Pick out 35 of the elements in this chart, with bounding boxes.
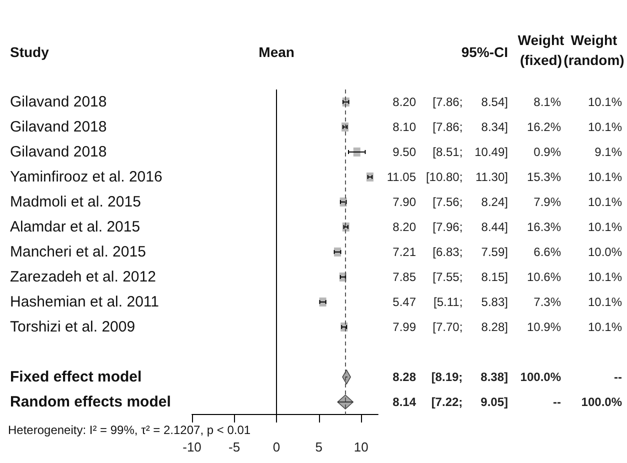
text: 7.85 [7.55; 8.15] 10.6% 10.1% — [392, 270, 622, 284]
y-tick-label: Mancheri et al. 2015 — [10, 244, 146, 260]
text: 11.05 [10.80; 11.30] 15.3% 10.1% — [386, 170, 622, 184]
y-tick-label: Gilavand 2018 — [10, 94, 107, 110]
text: Mean — [258, 44, 294, 60]
x-tick-label: -10 — [182, 440, 202, 454]
x-tick-label: 10 — [354, 440, 368, 454]
y-tick-label: Madmoli et al. 2015 — [10, 194, 141, 210]
y-tick-label: Yaminfirooz et al. 2016 — [10, 168, 162, 186]
text: 7.21 [6.83; 7.59] 6.6% 10.0% — [392, 245, 622, 259]
text: 8.20 [7.86; 8.54] 8.1% 10.1% — [392, 95, 622, 109]
text: 95%-CI — [461, 44, 508, 60]
text: 5.47 [5.11; 5.83] 7.3% 10.1% — [392, 295, 622, 309]
y-tick-label: Hashemian et al. 2011 — [10, 294, 159, 310]
y-tick-label: Gilavand 2018 — [10, 118, 107, 136]
y-tick-label: Fixed effect model — [10, 368, 142, 386]
text: 8.28 [8.19; 8.38] 100.0% -- — [392, 370, 622, 384]
x-tick-label: 0 — [272, 440, 280, 454]
text: 9.50 [8.51; 10.49] 0.9% 9.1% — [392, 145, 622, 159]
text: Weight (fixed) — [518, 32, 565, 68]
text: Weight (random) — [564, 32, 624, 68]
text: Heterogeneity: I² = 99%, τ² = 2.1207, p < 0.01 — [8, 423, 251, 437]
y-tick-label: Zarezadeh et al. 2012 — [10, 268, 156, 286]
x-tick-label: -5 — [228, 440, 240, 454]
y-tick-label: Torshizi et al. 2009 — [10, 318, 136, 336]
text: 7.99 [7.70; 8.28] 10.9% 10.1% — [392, 320, 622, 334]
y-tick-label: Alamdar et al. 2015 — [10, 218, 140, 236]
text: Study — [10, 44, 50, 60]
text: 8.14 [7.22; 9.05] -- 100.0% — [392, 395, 622, 409]
x-tick-label: 5 — [315, 440, 322, 454]
text: 8.20 [7.96; 8.44] 16.3% 10.1% — [392, 220, 622, 234]
text: 7.90 [7.56; 8.24] 7.9% 10.1% — [392, 195, 622, 209]
text: 8.10 [7.86; 8.34] 16.2% 10.1% — [392, 120, 622, 134]
y-tick-label: Gilavand 2018 — [10, 144, 107, 160]
y-tick-label: Random effects model — [10, 394, 171, 410]
